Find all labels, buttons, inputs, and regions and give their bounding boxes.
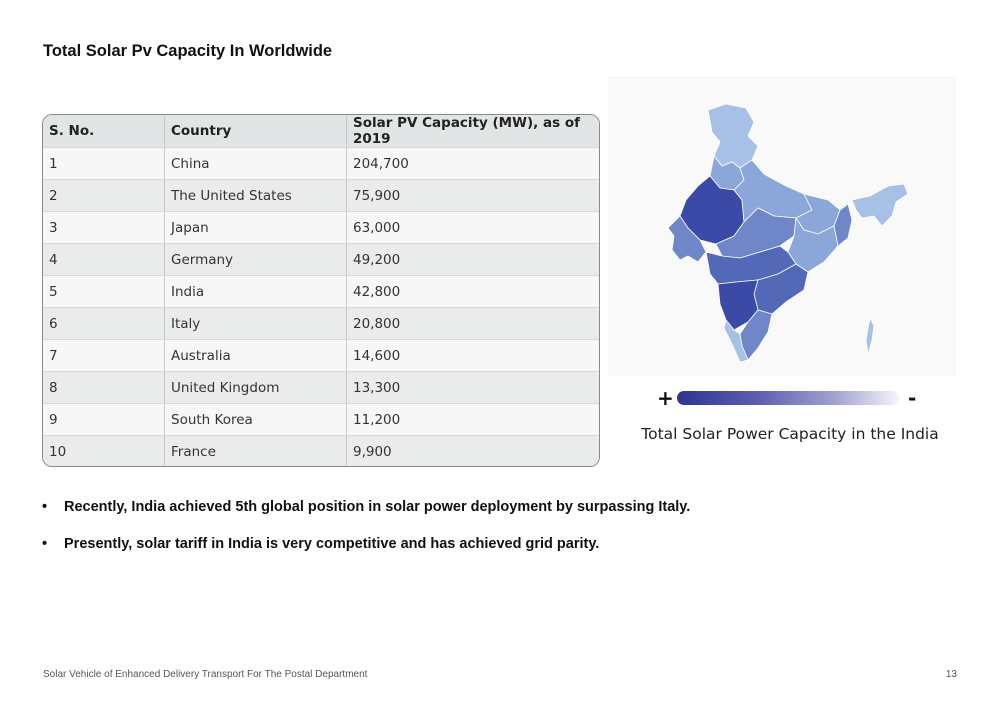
cell-country: Australia bbox=[164, 339, 347, 372]
cell-country: Italy bbox=[164, 307, 347, 340]
cell-country: Germany bbox=[164, 243, 347, 276]
table-row: 3 Japan 63,000 bbox=[43, 211, 599, 244]
page-title: Total Solar Pv Capacity In Worldwide bbox=[43, 42, 333, 60]
cell-sno: 2 bbox=[43, 179, 165, 212]
cell-country: Japan bbox=[164, 211, 347, 244]
cell-capacity: 49,200 bbox=[346, 243, 599, 276]
cell-sno: 5 bbox=[43, 275, 165, 308]
cell-sno: 9 bbox=[43, 403, 165, 436]
list-item: • Presently, solar tariff in India is ve… bbox=[42, 534, 690, 554]
header-sno: S. No. bbox=[43, 115, 165, 148]
cell-sno: 1 bbox=[43, 147, 165, 180]
cell-country: India bbox=[164, 275, 347, 308]
cell-sno: 10 bbox=[43, 435, 165, 466]
table-row: 8 United Kingdom 13,300 bbox=[43, 371, 599, 404]
cell-country: France bbox=[164, 435, 347, 466]
cell-capacity: 42,800 bbox=[346, 275, 599, 308]
cell-country: South Korea bbox=[164, 403, 347, 436]
cell-capacity: 9,900 bbox=[346, 435, 599, 466]
table-row: 6 Italy 20,800 bbox=[43, 307, 599, 340]
cell-capacity: 20,800 bbox=[346, 307, 599, 340]
map-region-northeast bbox=[851, 183, 909, 227]
bullet-text: Presently, solar tariff in India is very… bbox=[64, 536, 600, 552]
header-country: Country bbox=[164, 115, 347, 148]
table-row: 10 France 9,900 bbox=[43, 435, 599, 466]
table-row: 2 The United States 75,900 bbox=[43, 179, 599, 212]
map-region-islands bbox=[865, 316, 875, 355]
legend-high-label: + bbox=[657, 386, 674, 410]
table-row: 1 China 204,700 bbox=[43, 147, 599, 180]
capacity-table: S. No. Country Solar PV Capacity (MW), a… bbox=[43, 115, 599, 466]
cell-capacity: 204,700 bbox=[346, 147, 599, 180]
table-row: 5 India 42,800 bbox=[43, 275, 599, 308]
cell-capacity: 11,200 bbox=[346, 403, 599, 436]
legend-low-label: - bbox=[908, 386, 917, 410]
bullet-text: Recently, India achieved 5th global posi… bbox=[64, 499, 691, 515]
bullet-list: • Recently, India achieved 5th global po… bbox=[42, 497, 690, 571]
cell-country: China bbox=[164, 147, 347, 180]
cell-sno: 3 bbox=[43, 211, 165, 244]
cell-sno: 8 bbox=[43, 371, 165, 404]
table-row: 4 Germany 49,200 bbox=[43, 243, 599, 276]
india-map bbox=[667, 103, 909, 363]
table-row: 9 South Korea 11,200 bbox=[43, 403, 599, 436]
cell-capacity: 14,600 bbox=[346, 339, 599, 372]
map-region-up bbox=[733, 159, 813, 223]
cell-capacity: 13,300 bbox=[346, 371, 599, 404]
solar-capacity-table: S. No. Country Solar PV Capacity (MW), a… bbox=[42, 114, 600, 467]
page-number: 13 bbox=[945, 669, 957, 680]
map-region-central-east bbox=[787, 216, 839, 273]
list-item: • Recently, India achieved 5th global po… bbox=[42, 497, 690, 517]
cell-country: The United States bbox=[164, 179, 347, 212]
legend-gradient-bar bbox=[677, 391, 899, 405]
map-caption: Total Solar Power Capacity in the India bbox=[641, 425, 939, 443]
map-region-gujarat bbox=[667, 215, 707, 263]
cell-capacity: 63,000 bbox=[346, 211, 599, 244]
table-row: 7 Australia 14,600 bbox=[43, 339, 599, 372]
cell-sno: 7 bbox=[43, 339, 165, 372]
bullet-dot: • bbox=[42, 536, 48, 552]
cell-sno: 4 bbox=[43, 243, 165, 276]
table-header-row: S. No. Country Solar PV Capacity (MW), a… bbox=[43, 115, 599, 148]
cell-capacity: 75,900 bbox=[346, 179, 599, 212]
india-map-panel bbox=[608, 76, 956, 376]
bullet-dot: • bbox=[42, 499, 48, 515]
footer-text: Solar Vehicle of Enhanced Delivery Trans… bbox=[43, 669, 368, 680]
map-region-kerala bbox=[723, 319, 749, 363]
header-capacity: Solar PV Capacity (MW), as of 2019 bbox=[346, 115, 599, 148]
cell-country: United Kingdom bbox=[164, 371, 347, 404]
cell-sno: 6 bbox=[43, 307, 165, 340]
